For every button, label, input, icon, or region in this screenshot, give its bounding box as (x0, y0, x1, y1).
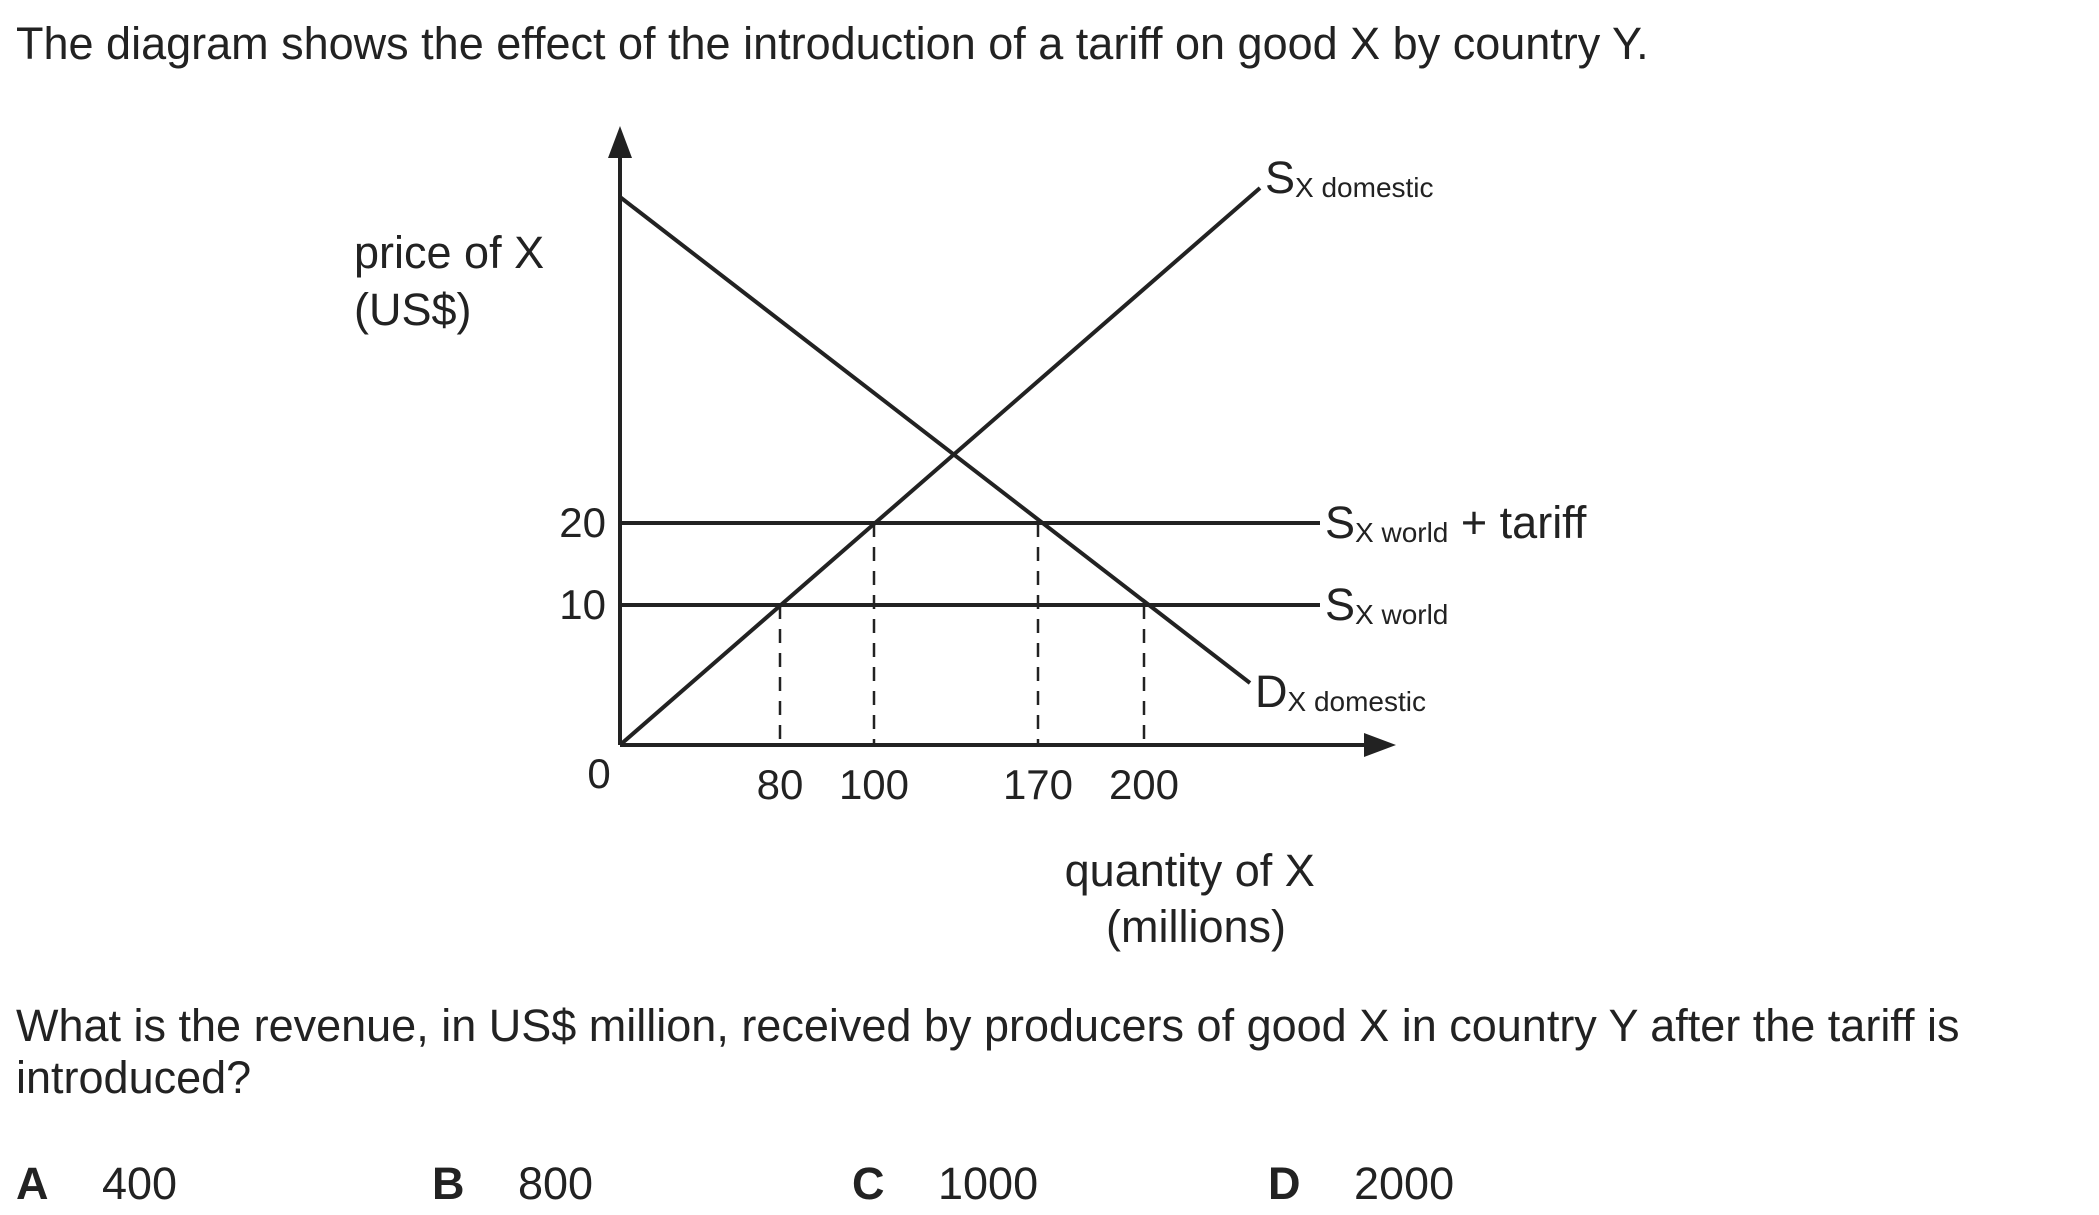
option-b[interactable]: B 800 (432, 1158, 593, 1210)
option-a[interactable]: A 400 (16, 1158, 177, 1210)
x-tick-200: 200 (1109, 761, 1179, 808)
demand-domestic-label: DX domestic (1255, 666, 1426, 717)
x-tick-80: 80 (757, 761, 804, 808)
option-d[interactable]: D 2000 (1268, 1158, 1454, 1210)
option-c[interactable]: C 1000 (852, 1158, 1038, 1210)
option-d-value: 2000 (1354, 1158, 1455, 1209)
option-b-letter: B (432, 1158, 465, 1209)
x-axis-arrow (1364, 733, 1396, 757)
option-c-letter: C (852, 1158, 885, 1209)
y-tick-20: 20 (559, 499, 606, 546)
origin-label: 0 (587, 750, 610, 797)
y-axis-label: price of X (US$) (354, 227, 557, 335)
supply-world-label: SX world (1325, 579, 1448, 630)
option-c-value: 1000 (938, 1158, 1039, 1209)
y-tick-10: 10 (559, 581, 606, 628)
intro-text: The diagram shows the effect of the intr… (16, 18, 1649, 69)
supply-domestic-label: SX domestic (1265, 152, 1434, 203)
supply-domestic-line (618, 186, 1262, 747)
option-d-letter: D (1268, 1158, 1301, 1209)
tariff-diagram: price of X (US$) 20 10 0 80 100 170 200 … (354, 126, 1587, 952)
y-axis-arrow (608, 126, 632, 158)
option-a-letter: A (16, 1158, 49, 1209)
demand-domestic-line (618, 195, 1252, 685)
x-tick-170: 170 (1003, 761, 1073, 808)
x-tick-100: 100 (839, 761, 909, 808)
x-axis-label: quantity of X (millions) (1065, 845, 1328, 952)
supply-world-tariff-label: SX world + tariff (1325, 497, 1587, 548)
option-a-value: 400 (102, 1158, 178, 1209)
option-b-value: 800 (518, 1158, 594, 1209)
question-text: What is the revenue, in US$ million, rec… (16, 1000, 1960, 1103)
